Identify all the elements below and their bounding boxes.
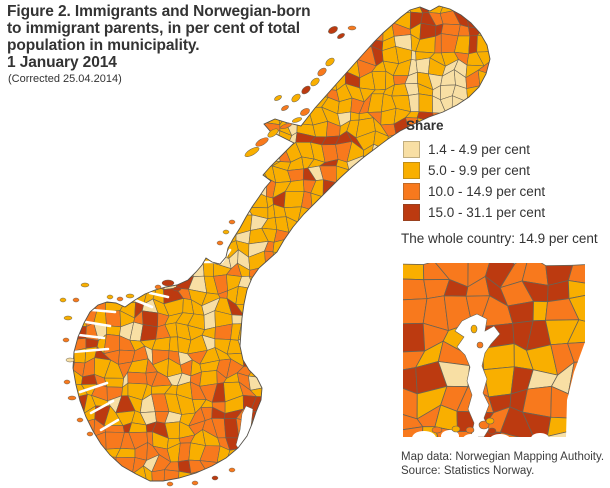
oslofjord-inset-fjord	[412, 313, 549, 437]
legend-swatch-band2	[403, 162, 420, 179]
legend: Share 1.4 - 4.9 per cent 5.0 - 9.9 per c…	[401, 118, 598, 246]
title-line: to immigrant parents, in per cent of tot…	[7, 20, 300, 37]
source-line: Source: Statistics Norway.	[401, 464, 535, 477]
legend-label: 5.0 - 9.9 per cent	[428, 163, 531, 178]
legend-label: 1.4 - 4.9 per cent	[428, 142, 531, 157]
legend-item: 10.0 - 14.9 per cent	[403, 183, 598, 200]
legend-heading: Share	[406, 118, 444, 133]
legend-label: 10.0 - 14.9 per cent	[428, 184, 546, 199]
whole-country-note: The whole country: 14.9 per cent	[401, 231, 598, 246]
legend-swatch-band3	[403, 183, 420, 200]
source-credit: Map data: Norwegian Mapping Authoity. So…	[401, 451, 604, 478]
legend-swatch-band4	[403, 204, 420, 221]
map-data-credit: Map data: Norwegian Mapping Authoity.	[401, 451, 605, 463]
legend-item: 5.0 - 9.9 per cent	[403, 162, 598, 179]
corrected-note: (Corrected 25.04.2014)	[8, 73, 122, 85]
legend-item: 1.4 - 4.9 per cent	[403, 141, 598, 158]
legend-swatch-band1	[403, 141, 420, 158]
main-map-fjords	[73, 248, 254, 453]
title-line: 1 January 2014	[7, 54, 117, 71]
title-line: population in municipality.	[7, 37, 200, 54]
coastal-islands	[59, 25, 357, 487]
legend-item: 15.0 - 31.1 per cent	[403, 204, 598, 221]
figure-title: Figure 2. Immigrants and Norwegian-born …	[7, 3, 357, 71]
coastline-outline	[72, 5, 491, 482]
legend-label: 15.0 - 31.1 per cent	[428, 205, 546, 220]
title-line: Figure 2. Immigrants and Norwegian-born	[7, 3, 311, 20]
